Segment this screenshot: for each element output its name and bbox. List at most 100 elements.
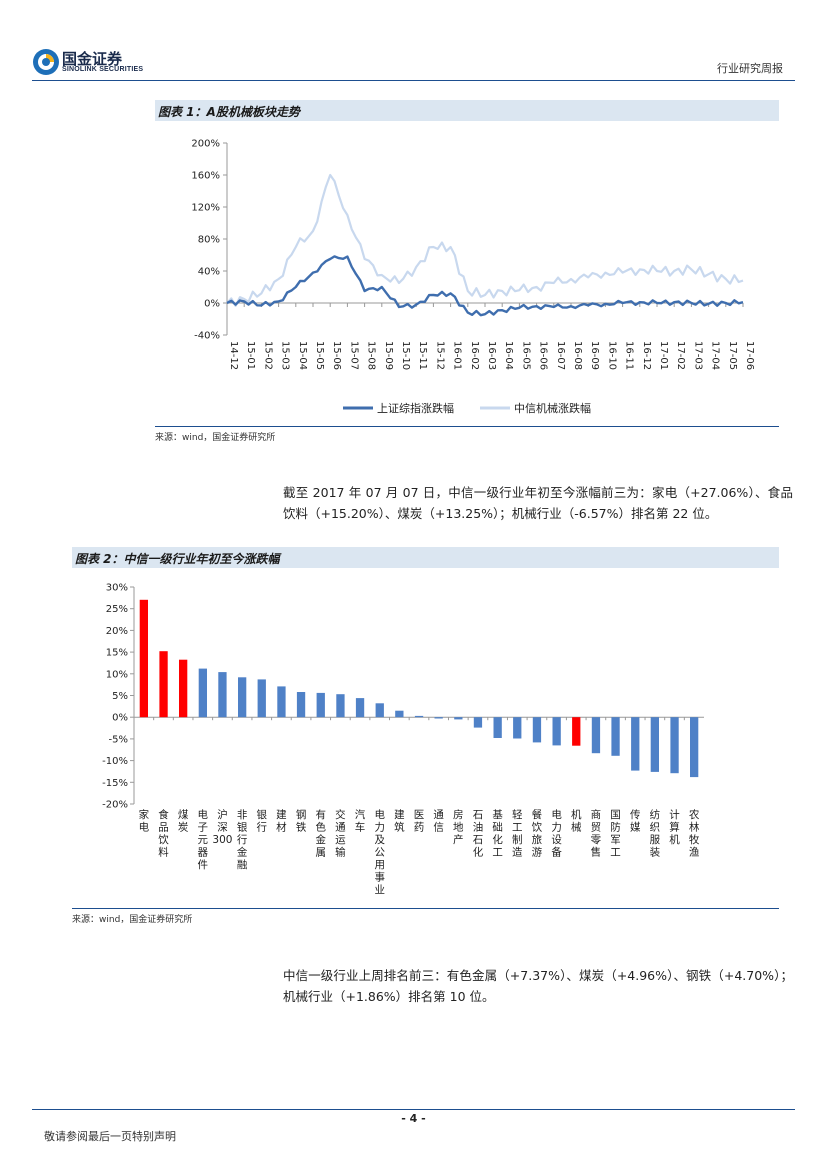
- x-tick-label: 16-12: [641, 341, 652, 370]
- category-label: 家电: [139, 808, 150, 834]
- category-label: 钢铁: [296, 808, 307, 834]
- x-tick-label: 17-02: [675, 341, 686, 370]
- x-tick-label: 15-10: [400, 341, 411, 370]
- figure1-source: 来源：wind，国金证券研究所: [155, 433, 276, 443]
- legend-label-0: 上证综指涨跌幅: [377, 401, 454, 415]
- category-label: 国防军工: [610, 809, 621, 859]
- x-tick-label: 16-06: [538, 341, 549, 370]
- category-label: 电力设备: [551, 808, 562, 859]
- category-label: 商贸零售: [591, 808, 602, 859]
- figure1-line-chart: -40% 0% 40% 80% 120% 160% 200% 14-12 15-01 15-02 1…: [191, 139, 755, 416]
- figure1-title-bar: [155, 100, 779, 121]
- logo-en: SINOLINK SECURITIES: [62, 66, 144, 73]
- category-label: 银行: [257, 808, 268, 834]
- bar: [513, 717, 522, 739]
- disclaimer: 敬请参阅最后一页特别声明: [44, 1130, 176, 1143]
- series-line-0: [226, 255, 744, 317]
- category-label: 餐饮旅游: [532, 808, 543, 859]
- category-label: 煤炭: [178, 808, 189, 834]
- bar: [591, 717, 601, 754]
- bar: [159, 651, 168, 718]
- header-divider: [32, 80, 795, 81]
- figure2-title-bar: [72, 547, 779, 568]
- paragraph-weekly-ranking: 中信一级行业上周排名前三：有色金属（+7.37%）、煤炭（+4.96%）、钢铁（…: [283, 968, 793, 1004]
- paragraph-ytd-ranking: 截至 2017 年 07 月 07 日，中信一级行业年初至今涨幅前三为：家电（+…: [283, 485, 793, 521]
- bar: [238, 677, 247, 718]
- figure2-source: 来源：wind，国金证券研究所: [72, 915, 193, 925]
- x-tick-label: 16-05: [520, 341, 531, 370]
- category-label: 机械: [571, 808, 582, 834]
- category-label: 非银行金融: [237, 809, 248, 871]
- y-tick-label: -20%: [102, 800, 128, 811]
- x-tick-label: 14-12: [228, 341, 239, 370]
- bar: [198, 668, 207, 718]
- category-label: 医药: [414, 809, 425, 834]
- logo-mark-icon: [33, 49, 59, 75]
- category-label: 建材: [276, 808, 287, 834]
- y-tick-label: 20%: [106, 626, 128, 637]
- bar: [395, 710, 404, 718]
- x-tick-label: 16-10: [606, 341, 617, 370]
- x-tick-label: 15-01: [245, 341, 256, 370]
- y-tick-label: 30%: [106, 583, 128, 594]
- category-label: 石油石化: [473, 809, 484, 859]
- x-tick-label: 17-04: [710, 341, 721, 370]
- x-tick-label: 17-06: [744, 341, 755, 370]
- y-tick-label: -10%: [102, 756, 128, 767]
- bar: [670, 717, 679, 774]
- x-tick-label: 15-02: [262, 341, 273, 370]
- x-tick-label: 17-03: [692, 341, 703, 370]
- category-label: 传媒: [630, 809, 641, 834]
- x-tick-label: 16-02: [469, 341, 480, 370]
- x-tick-label: 16-11: [624, 341, 635, 370]
- x-tick-label: 16-07: [555, 341, 566, 370]
- figure1-bottom-rule: [155, 426, 779, 427]
- figure2-title: 图表 2：中信一级行业年初至今涨跌幅: [75, 552, 280, 566]
- figure2-bottom-rule: [72, 908, 779, 909]
- bar: [355, 698, 365, 718]
- figure2-bar-chart: -20% -15% -10% -5% 0% 5% 10% 15% 20% 25% 30% 家电食品饮料…: [102, 583, 704, 896]
- y-tick-label: 0%: [204, 299, 220, 310]
- page-number: - 4 -: [401, 1112, 426, 1125]
- x-tick-label: 17-01: [658, 341, 669, 370]
- x-tick-label: 15-06: [331, 341, 342, 370]
- category-label: 建筑: [394, 808, 405, 834]
- x-tick-label: 16-09: [589, 341, 600, 370]
- category-label: 电子元器件: [198, 808, 209, 871]
- bar: [218, 672, 227, 718]
- bar: [454, 717, 463, 720]
- x-tick-label: 16-03: [486, 341, 497, 370]
- x-tick-label: 16-04: [503, 341, 514, 370]
- y-tick-label: -5%: [109, 734, 128, 745]
- category-label: 通信: [433, 809, 444, 834]
- bar: [316, 692, 325, 718]
- category-label: 有色金属: [315, 808, 326, 859]
- y-tick-label: 25%: [106, 604, 128, 615]
- category-label: 电力及公用事业: [374, 808, 385, 896]
- bar: [690, 717, 699, 778]
- category-label: 轻工制造: [512, 808, 523, 859]
- footer-divider: [32, 1109, 795, 1110]
- bar: [631, 717, 640, 771]
- y-tick-label: 80%: [198, 235, 220, 246]
- x-tick-label: 16-01: [452, 341, 463, 370]
- report-type: 行业研究周报: [717, 62, 783, 75]
- bar: [336, 694, 345, 718]
- category-label: 沪深 300: [212, 808, 232, 846]
- x-tick-label: 15-04: [297, 341, 308, 370]
- bar: [572, 717, 581, 746]
- category-label: 纺织服装: [650, 808, 661, 859]
- x-tick-label: 15-11: [417, 341, 428, 370]
- x-tick-label: 16-08: [572, 341, 583, 370]
- y-tick-label: -40%: [194, 331, 220, 342]
- x-tick-label: 15-03: [280, 341, 291, 370]
- y-tick-label: 5%: [112, 691, 128, 702]
- company-logo: 国金证券 SINOLINK SECURITIES: [32, 46, 172, 78]
- category-label: 计算机: [669, 808, 680, 846]
- y-tick-label: 10%: [106, 669, 128, 680]
- category-label: 汽车: [355, 808, 366, 834]
- y-tick-label: 200%: [191, 139, 220, 150]
- bar: [277, 686, 286, 718]
- x-tick-label: 15-12: [434, 341, 445, 370]
- y-tick-label: 0%: [112, 713, 128, 724]
